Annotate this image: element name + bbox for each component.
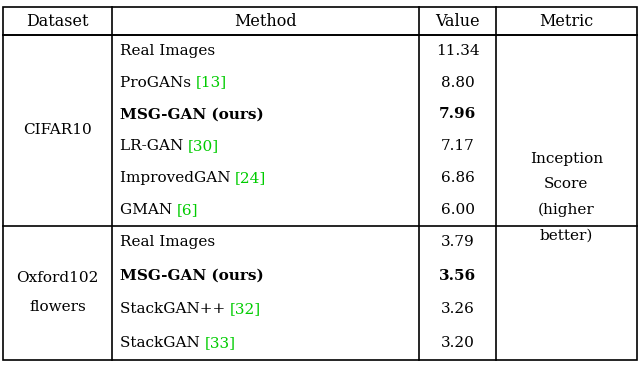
Text: StackGAN: StackGAN <box>120 336 204 350</box>
Text: 3.79: 3.79 <box>441 236 474 250</box>
Text: [13]: [13] <box>196 76 227 90</box>
Text: Real Images: Real Images <box>120 44 215 58</box>
Text: GMAN: GMAN <box>120 203 177 217</box>
Text: 3.56: 3.56 <box>439 269 476 283</box>
Text: [24]: [24] <box>235 171 266 185</box>
Text: [6]: [6] <box>177 203 198 217</box>
Text: 3.20: 3.20 <box>441 336 474 350</box>
Text: Score: Score <box>544 177 589 192</box>
Text: [32]: [32] <box>230 302 261 316</box>
Text: Real Images: Real Images <box>120 236 215 250</box>
Text: [33]: [33] <box>204 336 236 350</box>
Text: 7.17: 7.17 <box>441 139 474 153</box>
Text: 7.96: 7.96 <box>439 108 476 121</box>
Text: better): better) <box>540 229 593 243</box>
Text: Metric: Metric <box>540 12 593 30</box>
Text: Oxford102: Oxford102 <box>17 271 99 285</box>
Text: 8.80: 8.80 <box>441 76 474 90</box>
Text: Dataset: Dataset <box>26 12 89 30</box>
Text: ImprovedGAN: ImprovedGAN <box>120 171 235 185</box>
Text: CIFAR10: CIFAR10 <box>23 123 92 137</box>
Text: MSG-GAN (ours): MSG-GAN (ours) <box>120 269 264 283</box>
Text: Method: Method <box>234 12 297 30</box>
Text: LR-GAN: LR-GAN <box>120 139 188 153</box>
Text: StackGAN++: StackGAN++ <box>120 302 230 316</box>
Text: 11.34: 11.34 <box>436 44 479 58</box>
Text: flowers: flowers <box>29 300 86 315</box>
Text: 6.00: 6.00 <box>440 203 475 217</box>
Text: [30]: [30] <box>188 139 219 153</box>
Text: 3.26: 3.26 <box>441 302 474 316</box>
Text: Inception: Inception <box>530 152 603 166</box>
Text: MSG-GAN (ours): MSG-GAN (ours) <box>120 108 264 121</box>
Text: Value: Value <box>435 12 480 30</box>
Text: ProGANs: ProGANs <box>120 76 196 90</box>
Text: 6.86: 6.86 <box>441 171 474 185</box>
Text: (higher: (higher <box>538 203 595 217</box>
